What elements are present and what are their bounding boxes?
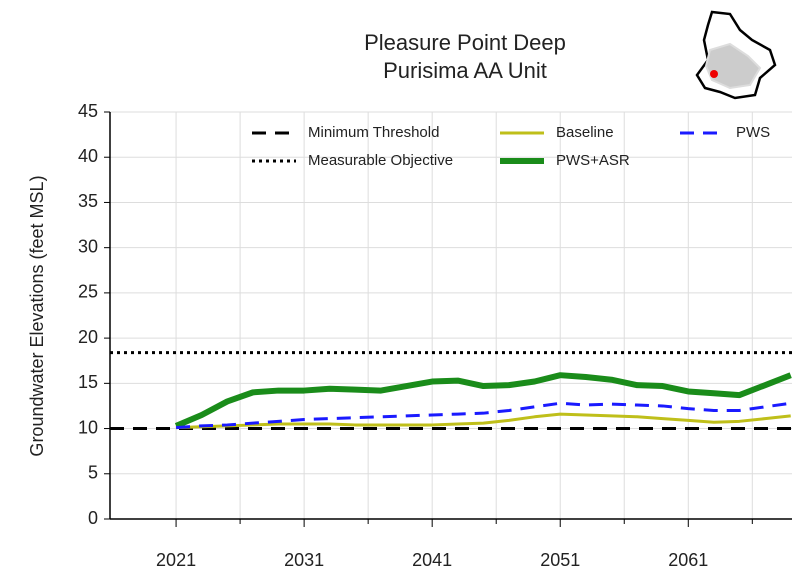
legend-label: PWS	[736, 124, 770, 141]
legend-label: Baseline	[556, 124, 614, 141]
y-axis-label: Groundwater Elevations (feet MSL)	[27, 175, 47, 456]
y-tick-label: 15	[78, 372, 98, 392]
legend-label: Minimum Threshold	[308, 124, 439, 141]
y-tick-label: 35	[78, 191, 98, 211]
y-tick-label: 10	[78, 417, 98, 437]
y-tick-label: 25	[78, 282, 98, 302]
y-tick-label: 5	[88, 463, 98, 483]
inset-map	[695, 10, 777, 100]
x-tick-label: 2061	[668, 550, 708, 570]
y-tick-label: 20	[78, 327, 98, 347]
y-tick-label: 0	[88, 508, 98, 528]
series-line	[176, 412, 791, 430]
series-line	[174, 372, 792, 429]
chart-title: Purisima AA Unit	[383, 58, 547, 83]
x-tick-label: 2021	[156, 550, 196, 570]
legend-label: PWS+ASR	[556, 152, 630, 169]
y-tick-label: 45	[78, 101, 98, 121]
y-tick-label: 40	[78, 146, 98, 166]
chart-title: Pleasure Point Deep	[364, 30, 566, 55]
x-tick-label: 2031	[284, 550, 324, 570]
legend-label: Measurable Objective	[308, 152, 453, 169]
x-tick-label: 2041	[412, 550, 452, 570]
y-tick-label: 30	[78, 236, 98, 256]
series-line	[175, 401, 791, 430]
x-tick-label: 2051	[540, 550, 580, 570]
